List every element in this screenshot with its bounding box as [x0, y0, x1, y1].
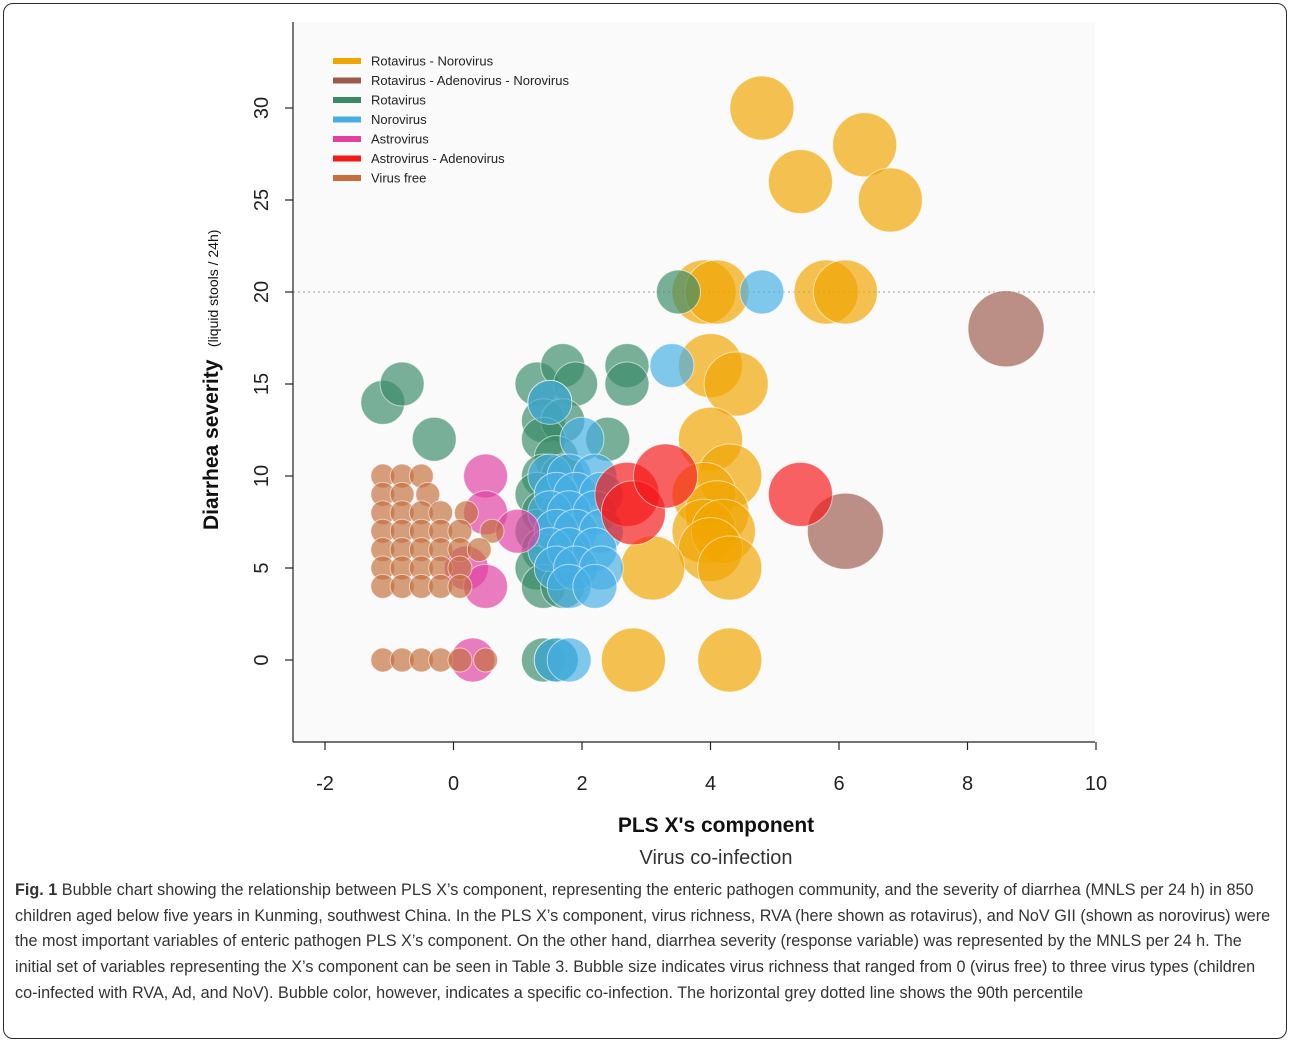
bubble [703, 351, 769, 417]
bubble [479, 518, 505, 544]
bubble [600, 627, 666, 693]
legend-swatch [333, 116, 361, 123]
x-tick-label: 0 [448, 773, 459, 795]
caption-text: Bubble chart showing the relationship be… [15, 881, 1271, 1002]
legend-swatch [333, 175, 361, 181]
bubble [379, 361, 425, 407]
y-tick-label: 30 [251, 97, 273, 119]
series-astrovirus-adenovirus [594, 443, 833, 546]
legend-item: Virus free [333, 171, 426, 186]
x-tick-label: 6 [833, 773, 844, 795]
legend-item: Rotavirus - Adenovirus - Norovirus [333, 73, 569, 88]
y-tick-label: 25 [251, 189, 273, 211]
y-axis-title: Diarrhea severity (liquid stools / 24h) [200, 230, 223, 530]
legend-label: Rotavirus - Norovirus [371, 54, 494, 69]
bubble [411, 416, 457, 462]
bubble-chart: -2 0 2 4 6 8 10 0 5 10 15 20 25 30 Rotavirus - Norovi… [200, 22, 1107, 869]
bubble [447, 573, 473, 599]
x-tick-label: -2 [316, 773, 334, 795]
x-axis-title: PLS X's component [618, 814, 814, 837]
y-axis-title-unit: (liquid stools / 24h) [205, 230, 221, 348]
x-tick-label: 10 [1085, 773, 1107, 795]
bubble [649, 343, 695, 389]
legend-label: Norovirus [371, 112, 427, 127]
series-rotavirus-norovirus [600, 75, 923, 693]
bubble [967, 290, 1045, 368]
y-tick-label: 5 [251, 562, 273, 573]
bubble [857, 167, 923, 233]
bubble [832, 112, 898, 178]
x-axis-subtitle: Virus co-infection [639, 847, 792, 869]
legend-swatch [333, 77, 361, 84]
figure-frame [3, 3, 1287, 1039]
y-tick-label: 0 [251, 654, 273, 665]
legend-swatch [333, 97, 361, 103]
legend-item: Astrovirus - Adenovirus [333, 151, 505, 166]
x-tick-label: 2 [576, 773, 587, 795]
bubble [739, 269, 785, 315]
bubble [447, 647, 473, 673]
legend-label: Rotavirus - Adenovirus - Norovirus [371, 73, 569, 88]
legend-swatch [333, 155, 361, 162]
bubble [572, 563, 618, 609]
bubble [812, 259, 878, 325]
figure-caption: Fig. 1 Bubble chart showing the relation… [15, 878, 1277, 1007]
bubble [473, 647, 499, 673]
legend-label: Rotavirus [371, 93, 426, 108]
bubble [620, 535, 686, 601]
bubble [466, 537, 492, 563]
x-tick-label: 4 [705, 773, 716, 795]
x-tick-label: 8 [962, 773, 973, 795]
legend-item: Norovirus [333, 112, 427, 127]
bubble [655, 269, 701, 315]
legend-item: Astrovirus [333, 132, 429, 147]
bubble [697, 535, 763, 601]
y-tick-label: 10 [251, 465, 273, 487]
series-virus-free [370, 463, 505, 673]
bubble [633, 443, 699, 509]
bubble [767, 149, 833, 215]
legend-label: Virus free [371, 171, 426, 186]
y-axis-title-main: Diarrhea severity [200, 359, 223, 530]
bubble [527, 379, 573, 425]
bubble [546, 637, 592, 683]
bubble [729, 75, 795, 141]
bubble [604, 361, 650, 407]
bubble [697, 627, 763, 693]
y-tick-label: 20 [251, 281, 273, 303]
legend-item: Rotavirus - Norovirus [333, 54, 494, 69]
legend-swatch [333, 58, 361, 64]
legend-item: Rotavirus [333, 93, 426, 108]
bubble [767, 461, 833, 527]
legend-swatch [333, 136, 361, 142]
legend-label: Astrovirus - Adenovirus [371, 151, 505, 166]
legend-label: Astrovirus [371, 132, 429, 147]
caption-label: Fig. 1 [15, 881, 58, 899]
y-tick-label: 15 [251, 373, 273, 395]
